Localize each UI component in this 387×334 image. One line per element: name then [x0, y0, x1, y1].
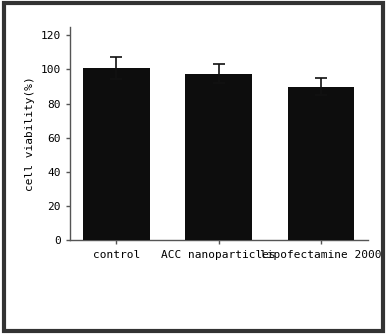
- Bar: [288, 87, 354, 240]
- Bar: [185, 74, 252, 240]
- Bar: [83, 68, 150, 240]
- Y-axis label: cell viability(%): cell viability(%): [25, 76, 35, 191]
